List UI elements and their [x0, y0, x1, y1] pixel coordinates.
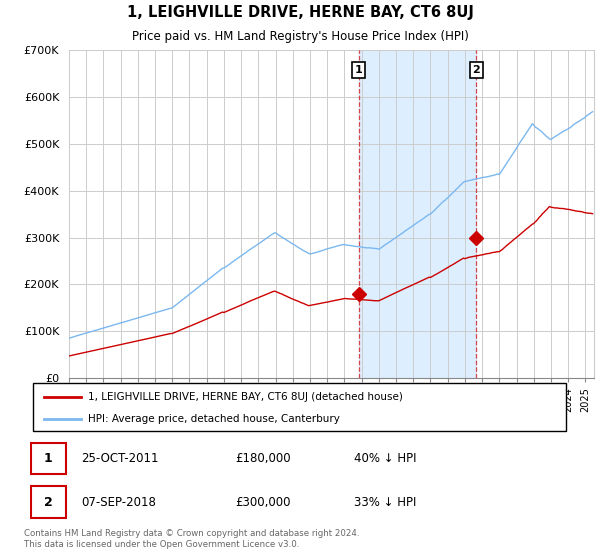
Text: HPI: Average price, detached house, Canterbury: HPI: Average price, detached house, Cant…: [88, 414, 340, 424]
Text: Contains HM Land Registry data © Crown copyright and database right 2024.
This d: Contains HM Land Registry data © Crown c…: [23, 529, 359, 549]
Text: 1: 1: [44, 452, 53, 465]
Text: 2: 2: [44, 496, 53, 508]
Text: £180,000: £180,000: [235, 452, 291, 465]
FancyBboxPatch shape: [31, 487, 66, 517]
Text: 40% ↓ HPI: 40% ↓ HPI: [354, 452, 416, 465]
Bar: [359, 50, 476, 378]
FancyBboxPatch shape: [33, 384, 566, 431]
Text: 2: 2: [473, 65, 481, 75]
Text: 1, LEIGHVILLE DRIVE, HERNE BAY, CT6 8UJ: 1, LEIGHVILLE DRIVE, HERNE BAY, CT6 8UJ: [127, 5, 473, 20]
Text: Price paid vs. HM Land Registry's House Price Index (HPI): Price paid vs. HM Land Registry's House …: [131, 30, 469, 43]
Text: 1: 1: [355, 65, 362, 75]
Text: 25-OCT-2011: 25-OCT-2011: [82, 452, 159, 465]
FancyBboxPatch shape: [31, 443, 66, 474]
Text: 1, LEIGHVILLE DRIVE, HERNE BAY, CT6 8UJ (detached house): 1, LEIGHVILLE DRIVE, HERNE BAY, CT6 8UJ …: [88, 391, 403, 402]
Text: 33% ↓ HPI: 33% ↓ HPI: [354, 496, 416, 508]
Text: 07-SEP-2018: 07-SEP-2018: [82, 496, 156, 508]
Text: £300,000: £300,000: [235, 496, 290, 508]
